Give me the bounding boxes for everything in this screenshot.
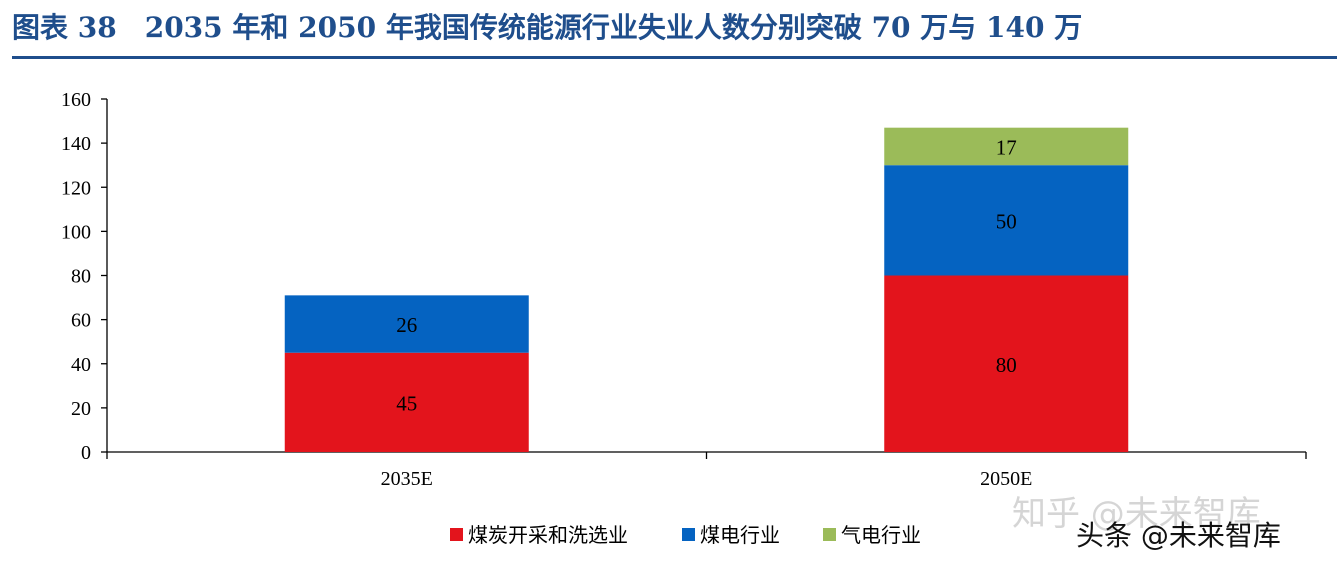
y-tick-label: 140 [61, 133, 91, 155]
data-label: 50 [996, 209, 1017, 233]
bar-segment [884, 165, 1129, 276]
watermark-toutiao: 头条 @未来智库 [1076, 519, 1281, 552]
y-tick-label: 40 [71, 354, 91, 376]
y-tick-label: 120 [61, 177, 91, 199]
bar-segment [284, 352, 529, 452]
legend-swatch [450, 528, 463, 541]
legend-label: 煤电行业 [700, 523, 780, 547]
y-tick-label: 100 [61, 221, 91, 243]
x-tick-label: 2050E [980, 468, 1032, 490]
bar-segment [884, 127, 1129, 166]
x-tick-label: 2035E [381, 468, 433, 490]
legend-swatch [823, 528, 836, 541]
data-label: 26 [396, 313, 417, 337]
y-tick-label: 0 [81, 442, 91, 464]
bars: 45 26 80 50 17 [284, 127, 1129, 452]
bar-segment [884, 275, 1129, 452]
chart-title: 图表 38 2035 年和 2050 年我国传统能源行业失业人数分别突破 70 … [12, 11, 1083, 44]
data-label: 45 [396, 391, 417, 415]
y-tick-label: 20 [71, 398, 91, 420]
legend-label: 气电行业 [841, 523, 921, 547]
bar-segment [284, 295, 529, 353]
watermark-zhihu: 知乎 @未来智库 [1012, 494, 1261, 534]
y-tick-label: 80 [71, 266, 91, 288]
legend-label: 煤炭开采和洗选业 [468, 523, 628, 547]
y-tick-label: 60 [71, 310, 91, 332]
legend: 煤炭开采和洗选业 煤电行业 气电行业 [450, 523, 921, 547]
y-tick-label: 160 [61, 89, 91, 111]
data-label: 17 [996, 135, 1017, 159]
data-label: 80 [996, 353, 1017, 377]
title-underline [12, 56, 1337, 59]
legend-swatch [682, 528, 695, 541]
